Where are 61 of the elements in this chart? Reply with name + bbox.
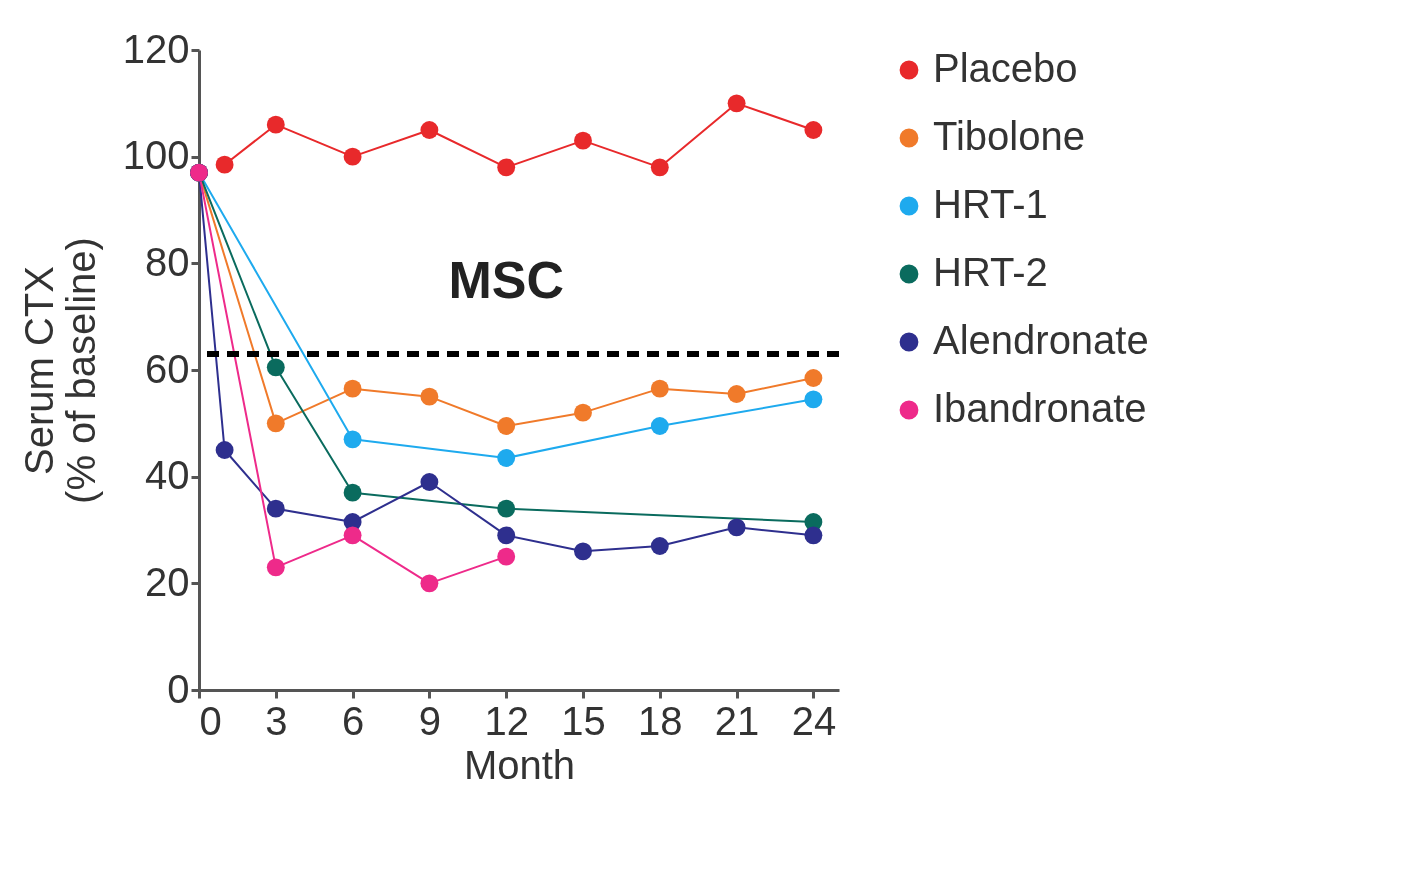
point — [497, 526, 516, 545]
point — [420, 121, 439, 139]
point — [215, 441, 234, 459]
x-tick-label: 0 — [199, 698, 222, 743]
y-tick-label: 100 — [122, 133, 190, 178]
legend-label: Ibandronate — [933, 386, 1147, 430]
point — [804, 121, 823, 139]
point — [266, 115, 285, 134]
point — [650, 417, 669, 435]
point — [343, 430, 362, 449]
point — [804, 526, 823, 545]
point — [266, 358, 285, 377]
y-tick-label: 120 — [122, 26, 190, 71]
x-tick-label: 21 — [714, 698, 760, 743]
point — [497, 158, 516, 177]
x-tick-label: 3 — [265, 698, 288, 743]
point — [420, 473, 439, 491]
y-tick-label: 60 — [145, 346, 190, 391]
point — [266, 499, 285, 518]
point — [650, 158, 669, 177]
y-tick-label: 40 — [145, 453, 190, 498]
point — [497, 547, 516, 566]
point — [343, 147, 362, 166]
point — [420, 574, 439, 593]
point — [343, 526, 362, 545]
ref-line-label: MSC — [448, 251, 564, 309]
x-tick-label: 15 — [561, 698, 606, 743]
point — [574, 403, 592, 422]
x-tick-label: 12 — [484, 698, 529, 743]
legend-label: Placebo — [933, 46, 1078, 90]
point — [497, 499, 516, 518]
point — [497, 449, 516, 467]
point — [574, 542, 592, 561]
x-tick-label: 24 — [791, 698, 837, 743]
point — [804, 390, 823, 409]
point — [420, 387, 439, 406]
point — [650, 379, 669, 398]
point — [343, 379, 362, 398]
point — [266, 558, 285, 577]
x-tick-label: 18 — [638, 698, 683, 743]
point — [804, 369, 823, 387]
x-axis-title: Month — [463, 742, 576, 787]
point — [266, 414, 285, 433]
point — [727, 385, 746, 403]
point — [215, 155, 234, 174]
point — [574, 131, 592, 150]
x-tick-label: 9 — [418, 698, 442, 743]
y-axis-title: Serum CTX (% of baseline) — [16, 237, 103, 504]
point — [343, 483, 362, 502]
legend-label: HRT-2 — [933, 250, 1048, 294]
y-tick-label: 80 — [145, 239, 190, 284]
y-tick-label: 0 — [167, 666, 190, 711]
point — [727, 518, 746, 537]
y-tick-label: 20 — [145, 559, 190, 604]
x-tick-label: 6 — [341, 698, 365, 743]
legend-label: Alendronate — [933, 318, 1149, 362]
point — [497, 417, 516, 435]
point — [727, 94, 746, 113]
legend-label: Tibolone — [933, 114, 1085, 158]
legend-label: HRT-1 — [933, 182, 1048, 226]
point — [650, 537, 669, 555]
